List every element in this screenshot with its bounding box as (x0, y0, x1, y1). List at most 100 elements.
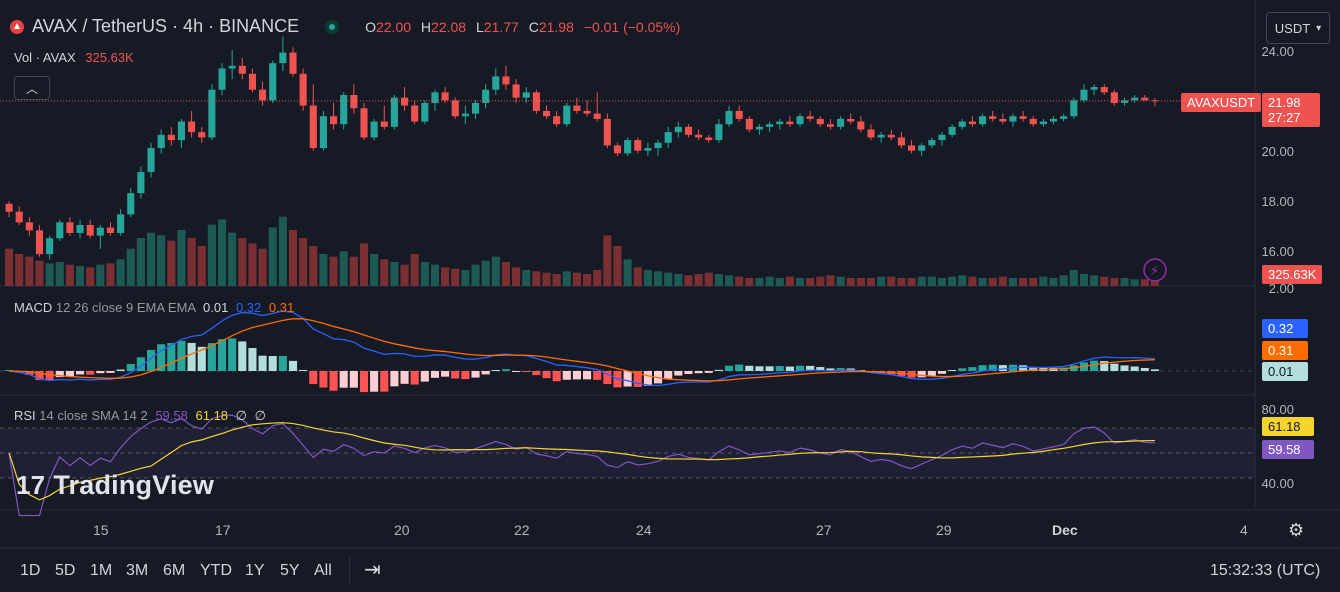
candle-body (370, 121, 378, 138)
timeframe-all[interactable]: All (314, 562, 332, 579)
volume-bar (1150, 280, 1159, 286)
candle-body (1039, 121, 1047, 125)
macd-hist-bar (238, 341, 247, 371)
macd-hist-bar (1120, 365, 1129, 371)
candle-body (897, 137, 905, 146)
macd-hist-bar (451, 371, 460, 379)
macd-hist-bar (917, 371, 926, 378)
volume-bar (228, 232, 237, 286)
timeframe-1d[interactable]: 1D (20, 562, 41, 579)
macd-hist-bar (380, 371, 389, 392)
goto-date-icon[interactable]: ⇥ (364, 559, 381, 581)
macd-hist-bar (562, 371, 571, 380)
rsi-legend[interactable]: RSI 14 close SMA 14 2 59.58 61.18 ∅ ∅ (14, 408, 266, 424)
tradingview-logo[interactable]: ⁠17 TradingView (16, 470, 214, 501)
macd-hist-bar (927, 371, 936, 376)
volume-legend[interactable]: Vol · AVAX 325.63K (14, 50, 134, 65)
candle-body (745, 118, 753, 130)
candle-body (147, 148, 155, 172)
candle-body (1090, 87, 1098, 90)
volume-bar (380, 259, 389, 286)
volume-bar (1049, 278, 1058, 286)
macd-hist-bar (461, 371, 470, 380)
candle-body (279, 52, 287, 64)
macd-hist-bar (1130, 366, 1139, 371)
volume-tag: 325.63K (1262, 265, 1323, 284)
macd-hist-bar (167, 343, 176, 371)
timeframe-ytd[interactable]: YTD (200, 562, 232, 579)
volume-bar (816, 276, 825, 286)
timeframe-5y[interactable]: 5Y (280, 562, 300, 579)
macd-hist-bar (359, 371, 369, 393)
macd-hist-bar (998, 365, 1007, 371)
volume-bar (917, 276, 926, 286)
macd-legend[interactable]: MACD 12 26 close 9 EMA EMA 0.01 0.32 0.3… (14, 300, 294, 315)
volume-bar (25, 256, 34, 286)
timeframe-1y[interactable]: 1Y (245, 562, 265, 579)
volume-bar (1120, 278, 1129, 286)
utc-clock[interactable]: 15:32:33 (UTC) (1210, 562, 1321, 579)
candle-body (1100, 87, 1108, 93)
toolbar-divider (349, 556, 350, 584)
macd-hist-bar (542, 371, 551, 379)
candle-body (634, 140, 642, 151)
macd-hist-bar (207, 343, 216, 371)
rsi-ma-tag: 61.18 (1262, 417, 1314, 436)
macd-hist-bar (126, 363, 135, 371)
volume-bar (907, 278, 916, 286)
macd-hist-bar (390, 371, 399, 387)
timeframe-1m[interactable]: 1M (90, 562, 113, 579)
rsi-ma-value: 61.18 (195, 408, 229, 423)
candle-body (989, 116, 997, 119)
macd-hist-bar (278, 355, 287, 371)
symbol-legend[interactable]: AVAX / TetherUS · 4h · BINANCE O22.00 H2… (10, 16, 680, 37)
candle-body (340, 95, 348, 125)
macd-hist-bar (978, 365, 987, 371)
timeframe-6m[interactable]: 6M (163, 562, 186, 579)
candle-body (5, 203, 13, 212)
collapse-legend-button[interactable]: ︿ (14, 76, 50, 100)
candle-body (167, 134, 175, 141)
volume-bar (1090, 275, 1099, 286)
macd-hist-bar (1019, 365, 1028, 371)
macd-hist-bar (339, 371, 348, 388)
volume-bar (664, 272, 673, 286)
volume-bar (897, 278, 906, 286)
macd-hist-bar (65, 371, 74, 377)
macd-line-tag: 0.32 (1262, 319, 1308, 338)
macd-hist-bar (370, 371, 379, 392)
timeframe-5d[interactable]: 5D (55, 562, 76, 579)
chart-settings-gear-icon[interactable]: ⚙ (1288, 520, 1305, 540)
volume-bar (136, 238, 145, 286)
volume-legend-label: Vol · AVAX (14, 50, 76, 65)
volume-bar (116, 259, 125, 286)
macd-hist-bar (441, 371, 450, 377)
volume-bar (207, 224, 216, 286)
candle-body (1029, 118, 1037, 125)
candle-body (715, 124, 723, 141)
volume-bar (15, 254, 24, 286)
volume-bar (65, 264, 74, 286)
volume-bar (167, 240, 176, 286)
candle-body (46, 238, 54, 255)
macd-hist-bar (704, 371, 713, 373)
currency-button[interactable]: USDT ▾ (1266, 12, 1330, 44)
rsi-params: 14 close SMA 14 2 (39, 408, 148, 423)
volume-bar (1079, 274, 1089, 286)
macd-hist-bar (491, 370, 500, 371)
timeframe-3m[interactable]: 3M (126, 562, 149, 579)
symbol-title[interactable]: AVAX / TetherUS · 4h · BINANCE (32, 16, 300, 36)
candle-body (390, 97, 398, 127)
candle-countdown: 27:27 (1268, 110, 1301, 125)
macd-hist-bar (268, 356, 277, 371)
volume-bar (968, 276, 977, 286)
volume-bar (461, 270, 470, 286)
candle-body (289, 52, 297, 74)
volume-bar (45, 263, 54, 286)
volume-bar (795, 278, 805, 286)
volume-bar (532, 271, 541, 286)
candle-body (482, 89, 490, 103)
macd-hist-bar (400, 371, 409, 384)
volume-bar (735, 276, 744, 286)
